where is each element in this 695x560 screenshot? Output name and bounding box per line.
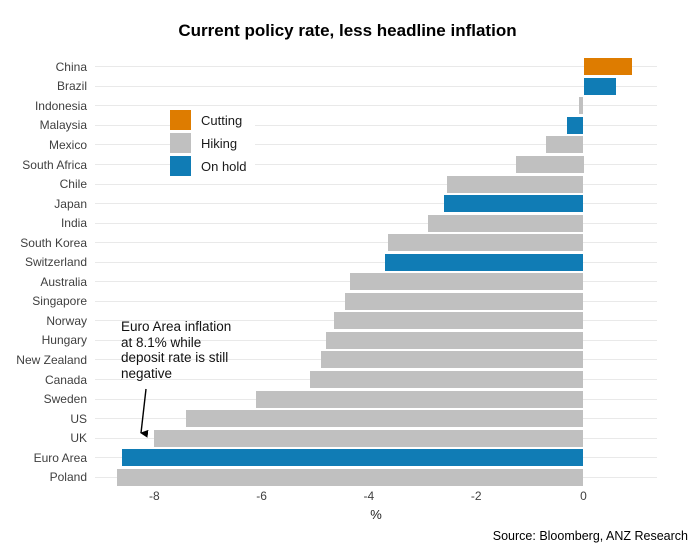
x-tick-label: 0 bbox=[580, 489, 587, 503]
bar-euro-area bbox=[122, 449, 584, 467]
bar-south-korea bbox=[387, 234, 584, 252]
bar-chile bbox=[446, 175, 584, 193]
bar-new-zealand bbox=[320, 351, 584, 369]
x-tick-label: -8 bbox=[148, 489, 160, 503]
row-gridline bbox=[95, 164, 657, 165]
bar-hungary bbox=[325, 331, 584, 349]
row-gridline bbox=[95, 183, 657, 185]
y-label: Australia bbox=[40, 274, 87, 289]
bar-brazil bbox=[583, 77, 616, 95]
legend-item: Cutting bbox=[170, 110, 247, 130]
legend: Cutting Hiking On hold bbox=[170, 109, 255, 182]
annotation-text: Euro Area inflation at 8.1% while deposi… bbox=[121, 319, 232, 381]
y-label: Poland bbox=[49, 470, 87, 485]
bar-australia bbox=[350, 273, 584, 291]
bar-canada bbox=[309, 371, 584, 388]
plot-area bbox=[95, 57, 657, 487]
y-label: Mexico bbox=[48, 137, 87, 152]
y-label: Brazil bbox=[56, 79, 87, 94]
x-axis-ticks: -8 -6 -4 -2 0 bbox=[95, 489, 657, 504]
legend-swatch bbox=[170, 133, 191, 153]
y-label: New Zealand bbox=[16, 352, 87, 367]
bar-china bbox=[583, 58, 632, 76]
y-label: South Korea bbox=[20, 235, 87, 250]
row-gridline bbox=[95, 144, 657, 146]
y-label: India bbox=[60, 216, 87, 231]
bar-singapore bbox=[344, 292, 584, 310]
legend-label: Hiking bbox=[201, 135, 238, 151]
bar-sweden bbox=[256, 390, 584, 408]
bar-south-africa bbox=[516, 156, 584, 173]
y-label: Switzerland bbox=[24, 255, 87, 270]
row-gridline bbox=[95, 242, 657, 244]
row-gridline bbox=[95, 261, 657, 263]
x-tick-label: -6 bbox=[256, 489, 267, 503]
y-label: Singapore bbox=[32, 294, 87, 309]
bar-norway bbox=[334, 312, 584, 330]
y-label: Sweden bbox=[43, 392, 87, 407]
row-gridline bbox=[95, 105, 657, 107]
legend-swatch bbox=[170, 110, 191, 130]
y-axis-labels: China Brazil Indonesia Malaysia Mexico South … bbox=[0, 57, 87, 487]
x-tick-label: -4 bbox=[363, 489, 375, 503]
legend-label: On hold bbox=[201, 158, 247, 174]
y-label: South Africa bbox=[22, 157, 87, 172]
y-label: Japan bbox=[54, 196, 87, 211]
bar-india bbox=[427, 214, 584, 232]
bar-malaysia bbox=[567, 116, 584, 134]
x-tick-label: -2 bbox=[470, 489, 482, 503]
row-gridline bbox=[95, 203, 657, 205]
row-gridline bbox=[95, 222, 657, 224]
row-gridline bbox=[95, 66, 657, 68]
bar-mexico bbox=[545, 136, 584, 154]
chart-title: Current policy rate, less headline infla… bbox=[178, 21, 517, 40]
y-label: China bbox=[55, 59, 87, 74]
x-axis-label: % bbox=[370, 507, 382, 522]
y-label: Norway bbox=[46, 313, 87, 328]
y-label: Chile bbox=[59, 177, 87, 192]
source-text: Source: Bloomberg, ANZ Research bbox=[492, 529, 688, 543]
y-label: Hungary bbox=[41, 333, 87, 348]
y-label: Indonesia bbox=[34, 98, 87, 113]
legend-swatch bbox=[170, 156, 191, 176]
bar-switzerland bbox=[384, 253, 584, 271]
y-label: UK bbox=[70, 431, 87, 446]
bar-japan bbox=[444, 195, 584, 213]
y-label: US bbox=[70, 411, 87, 426]
legend-item: Hiking bbox=[170, 133, 247, 153]
y-label: Canada bbox=[44, 372, 87, 387]
bar-us bbox=[186, 410, 584, 428]
bar-indonesia bbox=[579, 97, 584, 115]
row-gridline bbox=[95, 124, 657, 126]
bar-uk bbox=[154, 429, 584, 447]
row-gridline bbox=[95, 85, 657, 87]
y-label: Euro Area bbox=[33, 450, 87, 465]
legend-item: On hold bbox=[170, 156, 247, 176]
bar-poland bbox=[116, 468, 584, 486]
y-label: Malaysia bbox=[39, 118, 87, 133]
legend-label: Cutting bbox=[201, 112, 243, 128]
